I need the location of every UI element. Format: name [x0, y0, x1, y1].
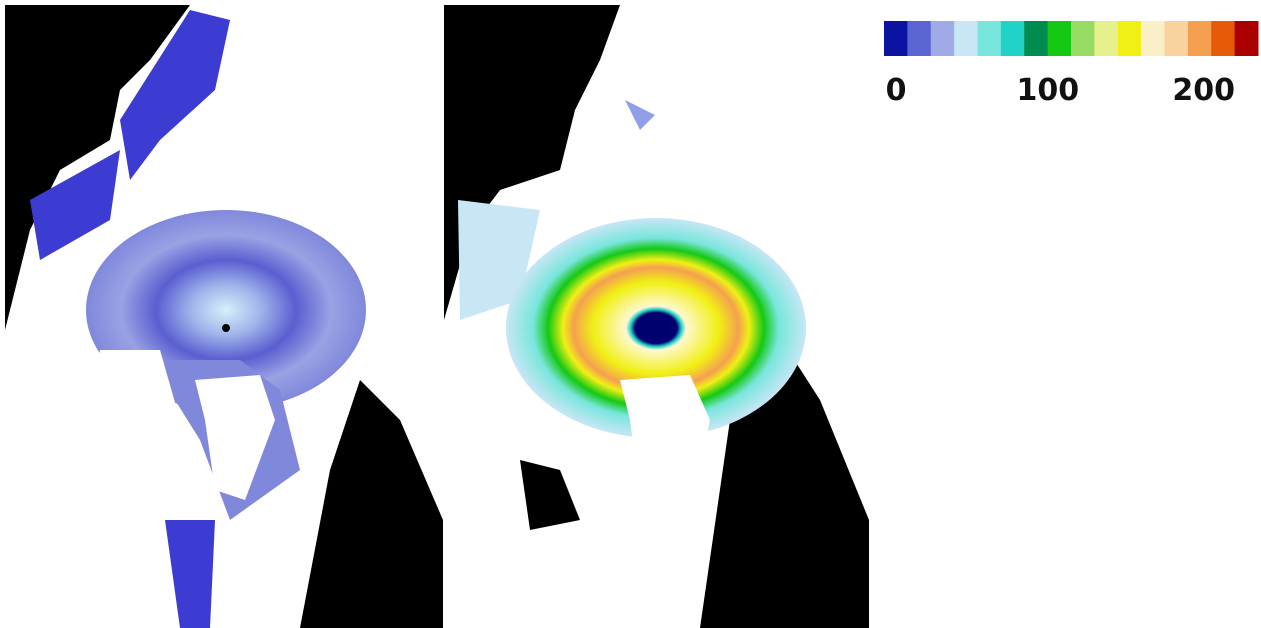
colorbar-segment [1071, 21, 1095, 56]
colorbar-segment [907, 21, 931, 56]
colorbar-segment [1235, 21, 1259, 56]
colorbar-segment [1024, 21, 1048, 56]
colorbar-tick-label: 100 [1017, 73, 1080, 108]
figure: 0 100 200 [0, 0, 1261, 628]
colorbar-segment [1165, 21, 1189, 56]
map-left [5, 5, 443, 628]
colorbar-segment [954, 21, 978, 56]
colorbar-segment [884, 21, 908, 56]
colorbar-segment [978, 21, 1002, 56]
colorbar-segment [1188, 21, 1212, 56]
colorbar-segment [1094, 21, 1118, 56]
map-right [444, 5, 869, 628]
colorbar-segment [1048, 21, 1072, 56]
colorbar-segment [1141, 21, 1165, 56]
colorbar-tick-label: 0 [886, 73, 907, 108]
colorbar-segment [1211, 21, 1235, 56]
colorbar-segment [931, 21, 955, 56]
colorbar-segment [1001, 21, 1025, 56]
colorbar: 0 100 200 [884, 21, 1259, 108]
colorbar-segment [1118, 21, 1142, 56]
colorbar-tick-label: 200 [1172, 73, 1235, 108]
